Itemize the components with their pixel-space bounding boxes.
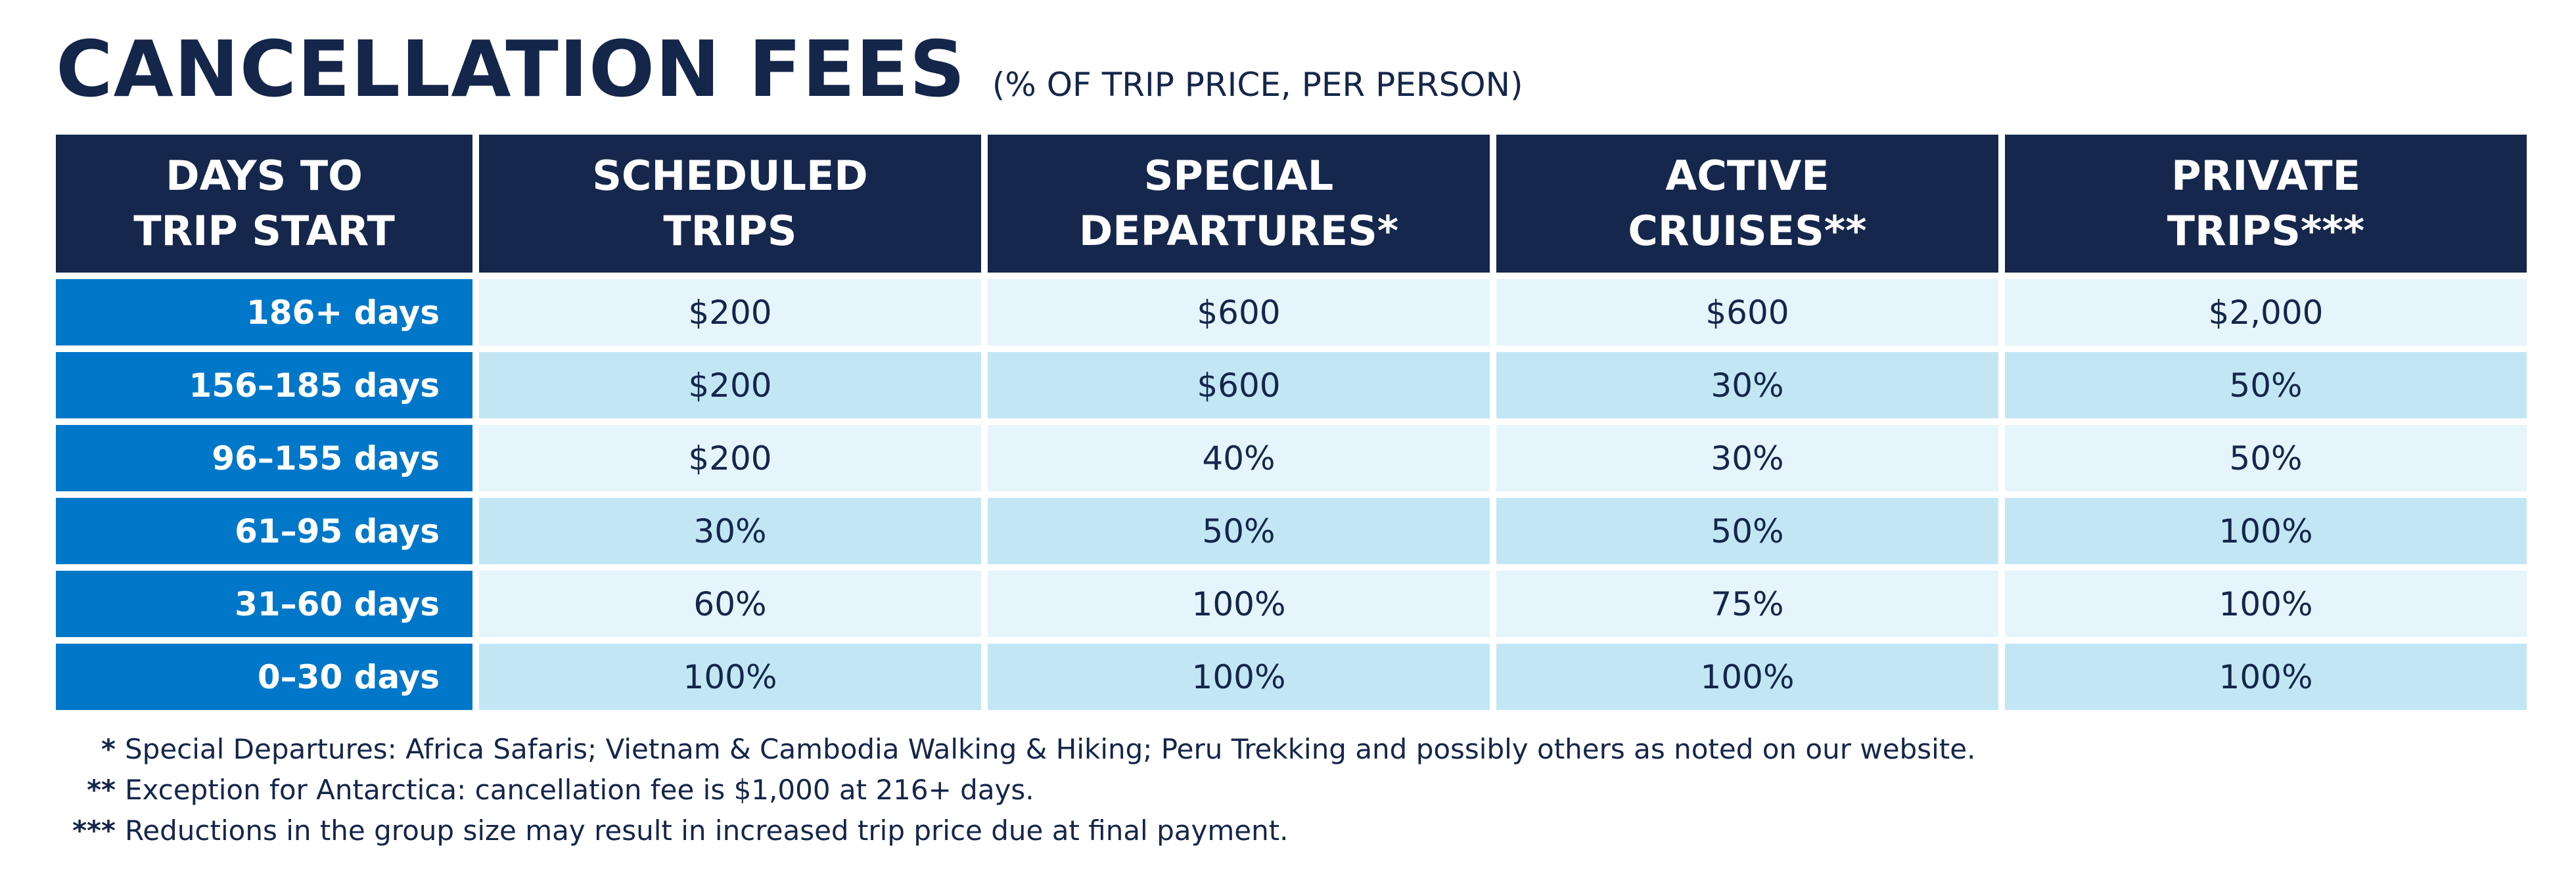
- private-cell: 50%: [2005, 425, 2527, 491]
- active-cell: 100%: [1496, 644, 1998, 710]
- scheduled-cell: $200: [479, 352, 981, 418]
- header-line: DEPARTURES*: [1078, 207, 1399, 255]
- footnote: ** Exception for Antarctica: cancellatio…: [56, 770, 1975, 810]
- private-cell: 100%: [2005, 498, 2527, 564]
- footnote-mark: **: [87, 774, 116, 806]
- special-cell: $600: [988, 352, 1490, 418]
- private-cell: 50%: [2005, 352, 2527, 418]
- footnote: *** Reductions in the group size may res…: [56, 810, 1975, 851]
- header-line: SCHEDULED: [592, 152, 868, 200]
- active-cell: 75%: [1496, 571, 1998, 637]
- footnote-text: Special Departures: Africa Safaris; Viet…: [125, 733, 1976, 765]
- scheduled-cell: 30%: [479, 498, 981, 564]
- header-active-cruises: ACTIVE CRUISES**: [1496, 135, 1998, 273]
- page-subtitle: (% OF TRIP PRICE, PER PERSON): [992, 66, 1523, 104]
- special-cell: $600: [988, 279, 1490, 345]
- days-cell: 61–95 days: [56, 498, 472, 564]
- special-cell: 100%: [988, 644, 1490, 710]
- special-cell: 50%: [988, 498, 1490, 564]
- header-line: ACTIVE: [1665, 152, 1829, 200]
- days-cell: 31–60 days: [56, 571, 472, 637]
- footnote-text: Reductions in the group size may result …: [125, 814, 1289, 847]
- cancellation-fee-table: DAYS TO TRIP START SCHEDULED TRIPS SPECIAL…: [56, 135, 2527, 710]
- private-cell: 100%: [2005, 644, 2527, 710]
- footnote-mark: *: [101, 733, 116, 765]
- days-cell: 0–30 days: [56, 644, 472, 710]
- header-line: PRIVATE: [2171, 152, 2360, 200]
- scheduled-cell: 60%: [479, 571, 981, 637]
- header-days-to-trip-start: DAYS TO TRIP START: [56, 135, 472, 273]
- special-cell: 100%: [988, 571, 1490, 637]
- scheduled-cell: $200: [479, 279, 981, 345]
- header-line: SPECIAL: [1143, 152, 1334, 200]
- special-cell: 40%: [988, 425, 1490, 491]
- active-cell: 30%: [1496, 425, 1998, 491]
- scheduled-cell: 100%: [479, 644, 981, 710]
- footnote-text: Exception for Antarctica: cancellation f…: [125, 774, 1034, 806]
- header-special-departures: SPECIAL DEPARTURES*: [988, 135, 1490, 273]
- days-cell: 156–185 days: [56, 352, 472, 418]
- page-title: CANCELLATION FEES: [56, 24, 966, 114]
- header-line: TRIP START: [133, 207, 395, 255]
- private-cell: 100%: [2005, 571, 2527, 637]
- private-cell: $2,000: [2005, 279, 2527, 345]
- footnote-mark: ***: [72, 814, 116, 847]
- footnotes: * Special Departures: Africa Safaris; Vi…: [56, 729, 1975, 851]
- header-line: DAYS TO: [166, 152, 363, 200]
- active-cell: $600: [1496, 279, 1998, 345]
- header-scheduled-trips: SCHEDULED TRIPS: [479, 135, 981, 273]
- days-cell: 186+ days: [56, 279, 472, 345]
- days-cell: 96–155 days: [56, 425, 472, 491]
- active-cell: 30%: [1496, 352, 1998, 418]
- header-line: CRUISES**: [1628, 207, 1867, 255]
- header-private-trips: PRIVATE TRIPS***: [2005, 135, 2527, 273]
- scheduled-cell: $200: [479, 425, 981, 491]
- footnote: * Special Departures: Africa Safaris; Vi…: [56, 729, 1975, 770]
- title-row: CANCELLATION FEES (% OF TRIP PRICE, PER …: [56, 20, 1523, 118]
- header-line: TRIPS: [663, 207, 797, 255]
- active-cell: 50%: [1496, 498, 1998, 564]
- header-line: TRIPS***: [2167, 207, 2365, 255]
